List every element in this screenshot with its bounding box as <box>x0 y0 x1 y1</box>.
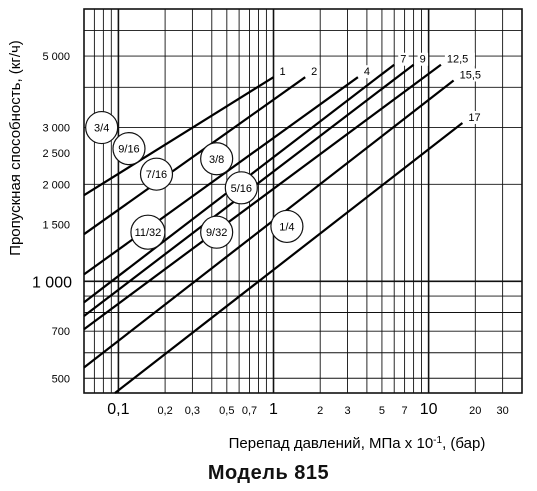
x-tick-label: 10 <box>420 401 438 418</box>
y-tick-label: 500 <box>52 373 70 385</box>
series-end-label-bg <box>398 52 409 66</box>
series-end-label: 9 <box>420 54 426 66</box>
series-end-label-bg <box>277 65 289 79</box>
series-end-label-bg <box>444 52 475 66</box>
y-tick-label: 3 000 <box>42 123 70 135</box>
x-tick-label: 0,5 <box>219 405 234 417</box>
annotation-circle <box>130 214 166 250</box>
series-end-label: 1 <box>280 66 286 78</box>
y-axis-label: Пропускная способность, (кг/ч) <box>7 40 24 256</box>
y-tick-label: 1 500 <box>42 220 70 232</box>
annotation-label: 1/4 <box>279 221 294 233</box>
series-end-label-bg <box>417 52 429 66</box>
series-line-1 <box>83 76 275 197</box>
annotation-label: 3/8 <box>209 154 224 166</box>
x-tick-label: 1 <box>269 401 278 418</box>
annotation-label: 5/16 <box>231 183 252 195</box>
y-tick-label: 2 000 <box>42 179 70 191</box>
x-axis-label-main: Перепад давлений, МПа x 10 <box>229 435 434 452</box>
series-end-label-bg <box>361 65 373 79</box>
x-axis-label-tail: , (бар) <box>442 435 485 452</box>
annotation-label: 7/16 <box>146 169 167 181</box>
x-axis-label: Перепад давлений, МПа x 10-1, (бар) <box>229 435 486 453</box>
annotation-circle <box>200 215 234 249</box>
annotation-circle <box>139 157 174 191</box>
y-tick-label: 2 500 <box>42 148 70 160</box>
series-line-7 <box>83 79 455 369</box>
series-end-label: 12,5 <box>447 54 468 66</box>
series-line-8 <box>114 122 464 394</box>
series-line-6 <box>83 63 442 331</box>
model-caption: Модель 815 <box>207 462 330 484</box>
x-tick-label: 7 <box>402 405 408 417</box>
x-tick-label: 30 <box>496 405 508 417</box>
series-line-2 <box>83 76 306 236</box>
grid <box>83 8 523 394</box>
series-end-label: 17 <box>468 112 480 124</box>
series-end-label: 15,5 <box>460 69 481 81</box>
tick-labels: 0,1 0,2 0,3 0,5 0,7 1 2 3 5 7 10 20 30 500 700 1 000 1 5… <box>32 51 509 418</box>
series-end-label: 2 <box>311 66 317 78</box>
y-tick-label: 1 000 <box>32 274 72 291</box>
annotation-label: 9/32 <box>206 227 227 239</box>
series-end-label-bg <box>309 65 320 79</box>
y-tick-label: 700 <box>52 326 70 338</box>
annotation-circle <box>200 142 234 176</box>
x-axis-label-sup: -1 <box>433 435 442 446</box>
x-tick-label: 20 <box>469 405 481 417</box>
x-tick-label: 0,7 <box>242 405 257 417</box>
size-annotations: 3/4 9/16 7/16 3/8 5/16 11/32 9/32 1/4 <box>85 110 304 250</box>
x-tick-label: 0,1 <box>107 401 129 418</box>
annotation-circle <box>112 132 146 166</box>
x-tick-label: 3 <box>344 405 350 417</box>
series-end-label-bg <box>466 110 484 124</box>
x-tick-label: 2 <box>317 405 323 417</box>
annotation-label: 11/32 <box>135 227 162 239</box>
annotation-circle <box>270 209 304 244</box>
annotation-label: 3/4 <box>94 123 109 135</box>
series-end-label: 7 <box>400 54 406 66</box>
x-tick-label: 0,2 <box>157 405 172 417</box>
series-end-label: 4 <box>364 66 370 78</box>
annotation-circle <box>85 110 119 145</box>
x-tick-label: 0,3 <box>185 405 200 417</box>
series-line-3 <box>83 76 359 276</box>
annotation-label: 9/16 <box>118 144 139 156</box>
annotation-circle <box>224 171 258 205</box>
x-tick-label: 5 <box>379 405 385 417</box>
series-end-label-bg <box>457 68 488 82</box>
series-labels: 1 2 4 7 9 12,5 15,5 17 <box>277 52 488 124</box>
plot-frame <box>83 8 523 394</box>
y-tick-label: 5 000 <box>42 51 70 63</box>
